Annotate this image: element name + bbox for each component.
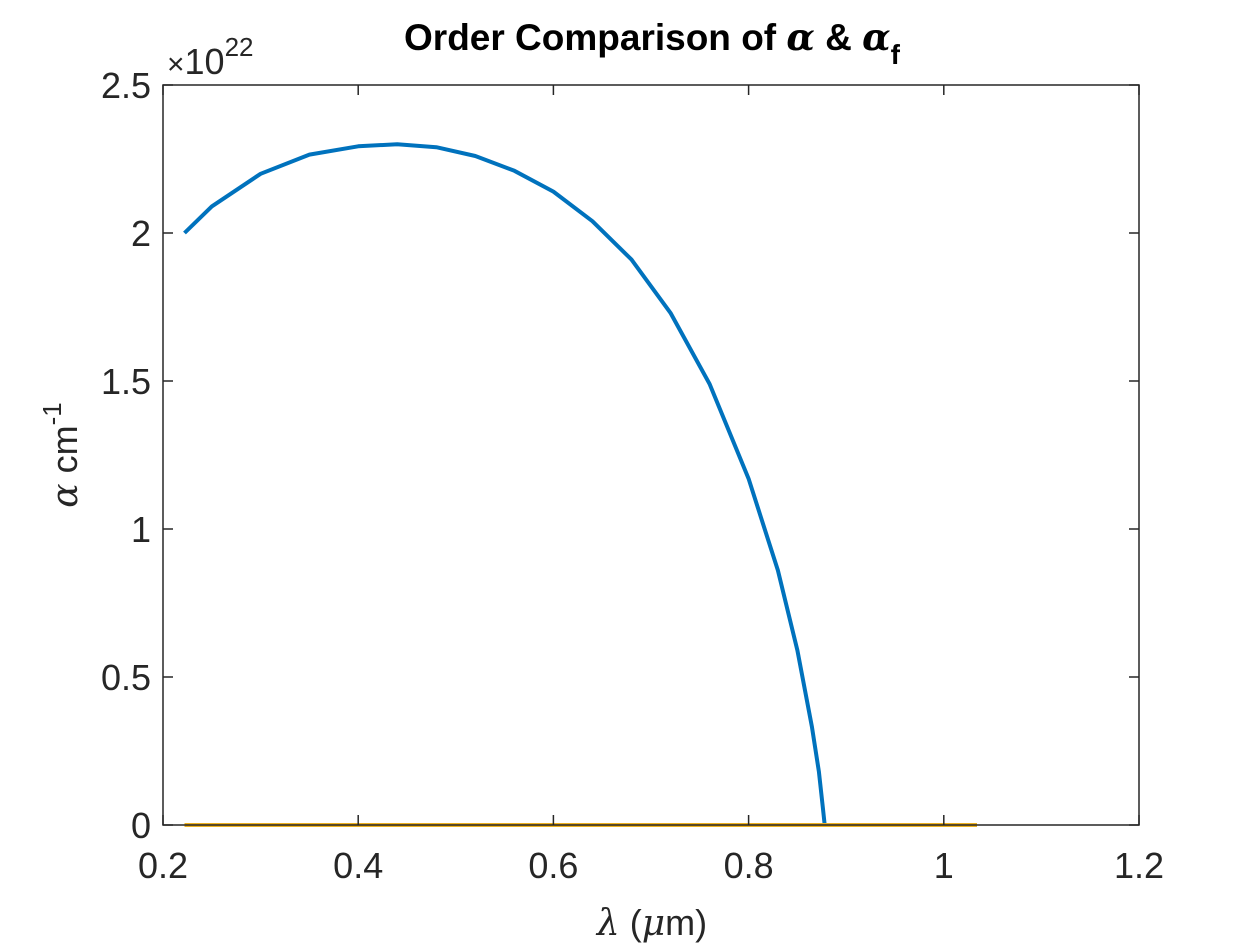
x-tick-label: 0.8: [724, 845, 774, 886]
y-tick-label: 0: [131, 805, 151, 846]
x-tick-label: 0.4: [333, 845, 383, 886]
plot-background: [163, 85, 1139, 825]
x-axis-lambda: λ: [595, 903, 620, 944]
x-tick-label: 1: [934, 845, 954, 886]
chart-title-alpha: α: [786, 15, 814, 59]
x-axis-mu: μ: [642, 903, 665, 944]
chart-title-amp: &: [815, 17, 862, 58]
y-tick-label: 2: [131, 213, 151, 254]
plot-box: [162, 84, 1140, 826]
x-axis-open: (: [620, 902, 642, 943]
y-axis-alpha: α: [45, 483, 86, 507]
chart-title: Order Comparison of α & αf: [404, 15, 901, 70]
y-multiplier-times: ×: [167, 48, 185, 81]
y-axis-exponent: -1: [37, 402, 67, 425]
y-tick-label: 1: [131, 509, 151, 550]
chart-title-prefix: Order Comparison of: [404, 17, 786, 58]
series-line-1: [183, 142, 827, 826]
y-axis-label: α cm-1: [37, 402, 86, 507]
chart-title-alpha-f: α: [862, 15, 890, 59]
x-tick-label: 1.2: [1114, 845, 1164, 886]
y-multiplier: ×1022: [167, 32, 254, 82]
x-axis-label: λ (μm): [595, 902, 707, 944]
y-tick-label: 1.5: [101, 361, 151, 402]
x-tick-label: 0.2: [138, 845, 188, 886]
y-multiplier-base: 10: [185, 41, 225, 82]
y-tick-label: 2.5: [101, 65, 151, 106]
y-tick-labels: 0 0.5 1 1.5 2 2.5: [101, 65, 151, 846]
y-axis-unit: cm: [44, 425, 85, 473]
y-multiplier-exponent: 22: [225, 32, 254, 62]
x-axis-unit: m): [665, 902, 707, 943]
x-tick-label: 0.6: [528, 845, 578, 886]
y-axis-gap: [44, 473, 85, 483]
x-tick-labels: 0.2 0.4 0.6 0.8 1 1.2: [138, 845, 1164, 886]
chart-title-subscript: f: [891, 39, 901, 70]
y-tick-label: 0.5: [101, 657, 151, 698]
